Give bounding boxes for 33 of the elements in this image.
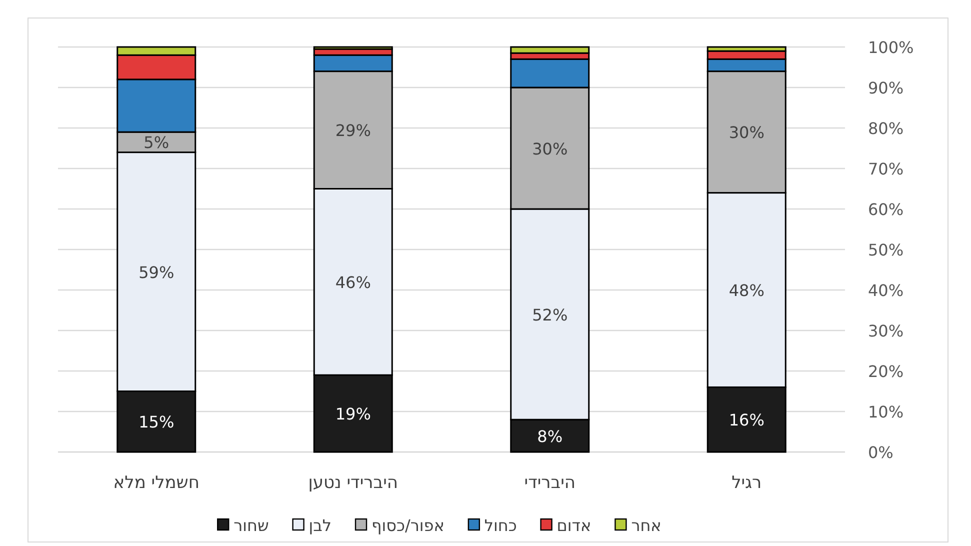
data-label: 15% [138, 412, 174, 432]
data-label: 59% [138, 262, 174, 282]
legend-label: אחר [631, 516, 662, 535]
y-tick-label: 70% [868, 160, 904, 178]
data-label: 30% [728, 123, 764, 142]
x-tick-label: היברידי [524, 473, 576, 493]
legend-label: שחור [234, 516, 269, 535]
x-tick-label: היברידי נטען [308, 473, 398, 493]
data-label: 8% [537, 426, 563, 446]
y-tick-label: 100% [868, 38, 914, 57]
legend-label: לבן [308, 516, 332, 535]
y-tick-label: 0% [868, 443, 894, 462]
y-tick-label: 60% [868, 200, 904, 219]
y-tick-label: 50% [868, 240, 904, 260]
legend-label: כחול [484, 516, 517, 535]
y-tick-label: 10% [868, 402, 904, 422]
y-tick-label: 80% [868, 119, 904, 138]
x-tick-label: רגיל [732, 473, 762, 493]
data-label: 5% [144, 133, 170, 152]
y-tick-label: 40% [868, 281, 904, 300]
legend-label: אדום [556, 516, 592, 535]
data-label: 48% [728, 281, 764, 300]
y-tick-label: 90% [868, 78, 904, 98]
x-tick-label: חשמלי מלא [113, 473, 200, 493]
legend-label: אפור/כסוף [372, 516, 444, 535]
data-label: 30% [532, 139, 568, 158]
data-label: 19% [335, 404, 371, 424]
data-label: 29% [335, 121, 371, 140]
y-tick-label: 20% [868, 362, 904, 381]
data-label: 46% [335, 272, 371, 292]
y-tick-label: 30% [868, 322, 904, 340]
data-label: 52% [532, 305, 568, 324]
data-label: 16% [728, 410, 764, 430]
